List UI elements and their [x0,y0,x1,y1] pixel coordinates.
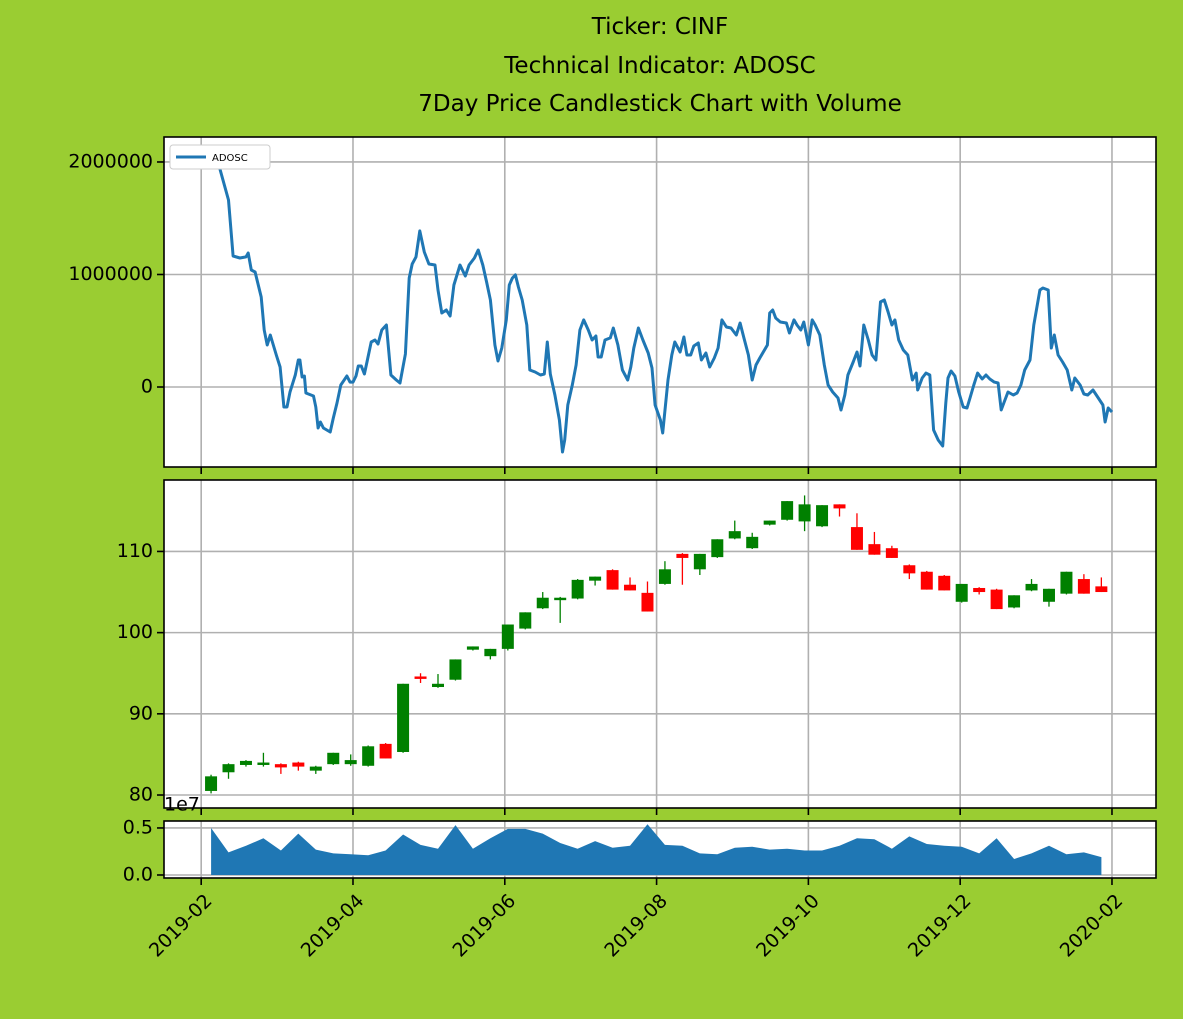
candle-body [414,676,427,679]
candle-body [449,659,462,680]
candle-body [973,587,986,593]
candle-body [1025,583,1038,591]
candle-body [466,646,479,650]
y-tick-label: 0.0 [123,863,153,885]
candle-body [519,612,532,629]
candle-body [990,589,1003,610]
y-tick-label: 0 [141,376,153,398]
candle-body [711,539,724,558]
chart-title: 7Day Price Candlestick Chart with Volume [418,91,901,117]
candle-body [850,527,863,550]
chart-title: Technical Indicator: ADOSC [503,53,815,79]
candle-body [641,592,654,612]
candle-body [536,597,549,609]
candle-body [397,683,410,752]
chart-title: Ticker: CINF [591,14,728,40]
plot-area [164,480,1156,808]
y-tick-label: 110 [117,540,153,562]
y-tick-label: 1000000 [68,263,153,285]
candle-body [239,760,252,765]
line [209,148,1114,454]
x-tick-label: 2019-06 [449,890,521,962]
candle-body [292,762,305,767]
candle-body [903,565,916,574]
candle-body [484,648,497,657]
x-tick-label: 2019-08 [600,890,672,962]
candle-body [554,597,567,601]
candle-body [920,571,933,590]
candle-body [763,520,776,525]
candle-body [222,764,235,773]
candle-body [624,584,637,591]
candle-body [379,743,392,759]
candle-body [833,504,846,509]
plot-area [164,137,1156,467]
candle-body [327,752,340,765]
candle-body [728,531,741,539]
y-tick-label: 0.5 [123,816,153,838]
candle-body [868,544,881,555]
legend-box [169,144,271,170]
plot-frame [163,136,1157,468]
legend-label: ADOSC [212,153,248,164]
candle-body [362,746,375,766]
candle-body [257,762,270,765]
y-tick-label: 90 [129,702,153,724]
candle-body [676,553,689,558]
y-tick-label: 2000000 [68,150,153,172]
candle-body [746,536,759,549]
candle-body [501,624,514,649]
plot-frame [163,820,1157,879]
candle-body [205,776,218,791]
candle-body [798,504,811,522]
x-tick-label: 2020-02 [1056,890,1128,962]
x-tick-label: 2019-04 [297,890,369,962]
candle-body [1095,586,1108,593]
x-tick-label: 2019-10 [752,890,824,962]
candle-body [885,548,898,558]
candle-body [781,501,794,520]
y-tick-label: 100 [117,621,153,643]
candle-body [955,583,968,602]
plot-frame [163,479,1157,809]
candle-body [693,553,706,570]
x-tick-label: 2019-12 [904,890,976,962]
candle-body [1077,579,1090,594]
candle-body [1042,588,1055,602]
candle-body [571,579,584,599]
candle-body [606,570,619,590]
y-tick-label: 80 [129,784,153,806]
volume-area [211,824,1102,875]
candle-body [1008,595,1021,608]
candle-body [1060,571,1073,594]
candle-body [309,766,322,771]
candle-body [938,575,951,591]
candle-body [658,569,671,584]
candle-body [344,760,357,765]
candle-body [589,576,602,581]
x-tick-label: 2019-02 [145,890,217,962]
candle-body [431,683,444,688]
candle-body [816,505,829,527]
candle-body [274,764,287,768]
axis-offset-label: 1e7 [164,794,200,816]
